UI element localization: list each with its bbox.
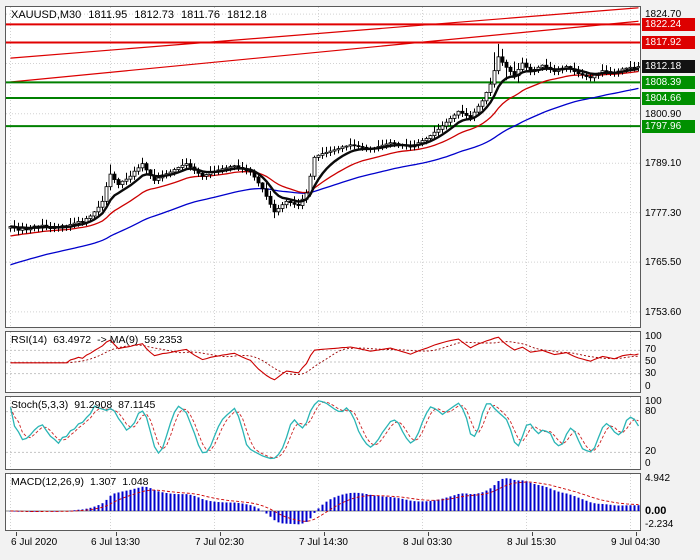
ohlc-high-value: 1812.73 — [134, 9, 174, 21]
price-level-badge-support: 1797.96 — [642, 120, 695, 133]
time-tick — [220, 532, 221, 536]
price-scale[interactable]: 1824.701800.901789.101777.301765.501753.… — [641, 6, 697, 328]
time-label: 6 Jul 13:30 — [91, 537, 140, 548]
time-tick — [428, 532, 429, 536]
price-tick: 1765.50 — [645, 257, 681, 268]
rsi-scale-tick: 100 — [645, 331, 662, 342]
stoch-scale-tick: 20 — [645, 446, 656, 457]
stoch-d-value: 87.1145 — [118, 399, 155, 411]
rsi-scale-tick: 30 — [645, 368, 656, 379]
time-tick — [116, 532, 117, 536]
time-label: 9 Jul 04:30 — [611, 537, 660, 548]
rsi-name: RSI(14) — [11, 334, 47, 346]
stoch-name: Stoch(5,3,3) — [11, 399, 68, 411]
stoch-label: Stoch(5,3,3) 91.2908 87.1145 — [11, 399, 155, 411]
price-level-badge-support: 1808.39 — [642, 76, 695, 89]
macd-indicator-panel[interactable]: MACD(12,26,9) 1.307 1.048 — [5, 473, 641, 531]
price-tick: 1800.90 — [645, 109, 681, 120]
rsi-indicator-panel[interactable]: RSI(14) 63.4972 -> MA(9) 59.2353 — [5, 331, 641, 393]
time-tick — [324, 532, 325, 536]
price-tick: 1789.10 — [645, 158, 681, 169]
price-level-badge-resistance: 1822.24 — [642, 18, 695, 31]
macd-scale-tick: 0.00 — [645, 505, 666, 517]
stochastic-scale[interactable]: 10080200 — [641, 396, 697, 470]
rsi-scale-tick: 50 — [645, 356, 656, 367]
candlestick-chart-canvas[interactable] — [6, 7, 640, 327]
main-chart-row: XAUUSD,M30 1811.95 1812.73 1811.76 1812.… — [5, 6, 700, 328]
macd-label: MACD(12,26,9) 1.307 1.048 — [11, 476, 149, 488]
stoch-scale-tick: 0 — [645, 458, 651, 469]
time-label: 6 Jul 2020 — [11, 537, 57, 548]
macd-row: MACD(12,26,9) 1.307 1.048 4.942 0.00 -2.23… — [5, 473, 700, 531]
macd-scale[interactable]: 4.942 0.00 -2.234 — [641, 473, 697, 531]
time-axis[interactable]: 6 Jul 2020 6 Jul 13:30 7 Jul 02:30 7 Jul 14… — [5, 532, 700, 552]
time-tick — [532, 532, 533, 536]
macd-scale-tick: 4.942 — [645, 473, 670, 484]
time-label: 7 Jul 02:30 — [195, 537, 244, 548]
macd-name: MACD(12,26,9) — [11, 476, 84, 488]
stoch-scale-tick: 80 — [645, 406, 656, 417]
ohlc-open-value: 1811.95 — [88, 9, 127, 21]
stochastic-indicator-panel[interactable]: Stoch(5,3,3) 91.2908 87.1145 — [5, 396, 641, 470]
rsi-scale-tick: 70 — [645, 344, 656, 355]
rsi-ma-name: -> MA(9) — [97, 334, 138, 346]
ohlc-close-value: 1812.18 — [227, 9, 267, 21]
rsi-label: RSI(14) 63.4972 -> MA(9) 59.2353 — [11, 334, 182, 346]
rsi-scale[interactable]: 100 705030 0 — [641, 331, 697, 393]
time-label: 7 Jul 14:30 — [299, 537, 348, 548]
price-tick: 1753.60 — [645, 307, 681, 318]
macd-scale-tick: -2.234 — [645, 519, 673, 530]
price-level-badge-resistance: 1817.92 — [642, 36, 695, 49]
main-chart-panel[interactable]: XAUUSD,M30 1811.95 1812.73 1811.76 1812.… — [5, 6, 641, 328]
trading-terminal-window: XAUUSD,M30 1811.95 1812.73 1811.76 1812.… — [0, 0, 700, 560]
price-level-badge-support: 1804.66 — [642, 92, 695, 105]
rsi-value: 63.4972 — [53, 334, 91, 346]
stoch-k-value: 91.2908 — [74, 399, 112, 411]
rsi-row: RSI(14) 63.4972 -> MA(9) 59.2353 100 7050… — [5, 331, 700, 393]
time-label: 8 Jul 03:30 — [403, 537, 452, 548]
time-label: 8 Jul 15:30 — [507, 537, 556, 548]
stoch-row: Stoch(5,3,3) 91.2908 87.1145 10080200 — [5, 396, 700, 470]
ohlc-low-value: 1811.76 — [181, 9, 220, 21]
time-tick — [16, 532, 17, 536]
rsi-scale-tick: 0 — [645, 381, 651, 392]
current-price-badge: 1812.18 — [642, 60, 695, 73]
chart-header: XAUUSD,M30 1811.95 1812.73 1811.76 1812.… — [11, 9, 267, 21]
time-tick — [636, 532, 637, 536]
macd-main-value: 1.307 — [90, 476, 116, 488]
rsi-ma-value: 59.2353 — [144, 334, 182, 346]
price-tick: 1777.30 — [645, 208, 681, 219]
symbol-timeframe-label: XAUUSD,M30 — [11, 9, 81, 21]
macd-signal-value: 1.048 — [122, 476, 148, 488]
